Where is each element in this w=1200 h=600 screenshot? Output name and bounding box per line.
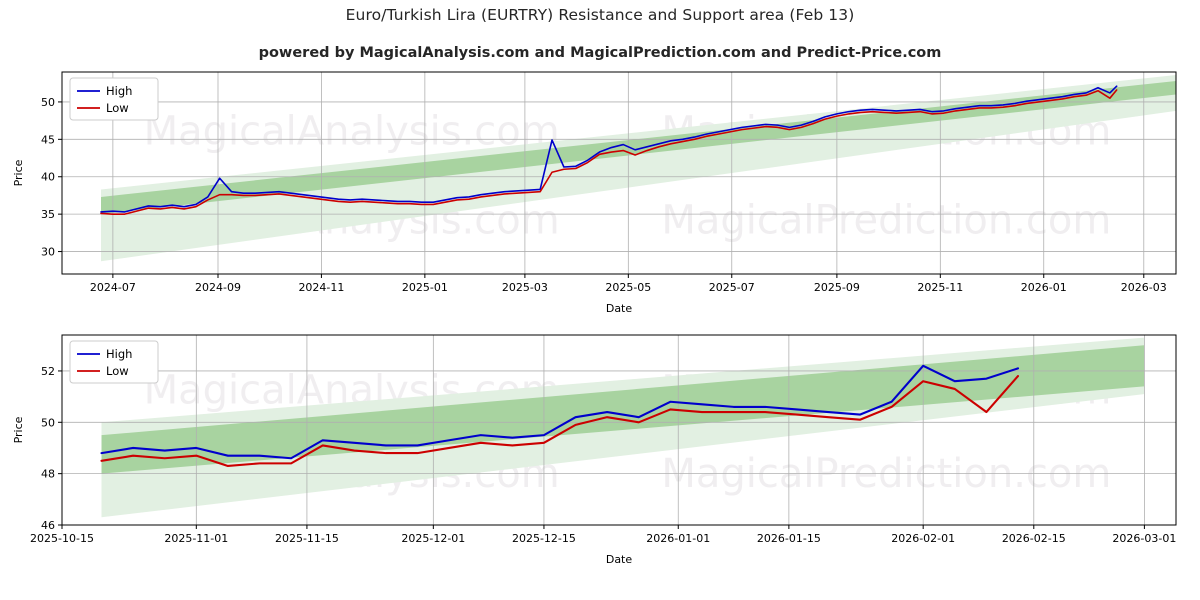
xtick-label: 2025-12-01	[401, 532, 465, 545]
xtick-label: 2024-07	[90, 281, 136, 294]
legend-label-low: Low	[106, 364, 129, 378]
xtick-label: 2025-03	[502, 281, 548, 294]
xtick-label: 2026-02-15	[1002, 532, 1066, 545]
ytick-label: 50	[41, 416, 55, 429]
xtick-label: 2025-11-15	[275, 532, 339, 545]
xtick-label: 2026-01-01	[646, 532, 710, 545]
gridlines	[62, 72, 1176, 274]
series-line-low	[100, 375, 1020, 467]
legend-label-high: High	[106, 84, 132, 98]
legend: High Low	[69, 77, 159, 121]
xtick-label: 2025-11-01	[164, 532, 228, 545]
xtick-label: 2024-09	[195, 281, 241, 294]
xtick-label: 2026-03	[1121, 281, 1167, 294]
ytick-label: 45	[41, 133, 55, 146]
y-axis-label: Price	[12, 159, 25, 186]
x-axis-label: Date	[606, 553, 633, 566]
top-chart-panel: MagicalAnalysis.com MagicalPrediction.com…	[0, 62, 1200, 312]
page-title: Euro/Turkish Lira (EURTRY) Resistance an…	[345, 6, 855, 24]
series-group	[100, 364, 1020, 467]
legend-label-low: Low	[106, 101, 129, 115]
axis-ticks: 30 35 40 45 50 2024-07 2024-09 2024-11 2025-01 20…	[41, 96, 1167, 294]
xtick-label: 2025-01	[402, 281, 448, 294]
band-group	[101, 74, 1176, 262]
xtick-label: 2025-11	[917, 281, 963, 294]
xtick-label: 2026-02-01	[891, 532, 955, 545]
band-group	[101, 337, 1145, 518]
bottom-chart-panel: MagicalAnalysis.com MagicalPrediction.com…	[0, 325, 1200, 590]
top-chart-svg: MagicalAnalysis.com MagicalPrediction.com…	[12, 71, 1177, 312]
ytick-label: 46	[41, 519, 55, 532]
bottom-chart-svg: MagicalAnalysis.comMagicalPrediction.com…	[12, 334, 1177, 566]
watermark-right-lower: MagicalPrediction.com	[661, 198, 1111, 244]
x-axis-label: Date	[606, 302, 633, 312]
watermark-left: MagicalAnalysis.com	[144, 109, 560, 155]
xtick-label: 2025-05	[605, 281, 651, 294]
ytick-label: 40	[41, 171, 55, 184]
page-subtitle: powered by MagicalAnalysis.com and Magic…	[258, 45, 942, 61]
plot-frame	[61, 334, 1177, 526]
ytick-label: 52	[41, 365, 55, 378]
xtick-label: 2026-01-15	[757, 532, 821, 545]
xtick-label: 2024-11	[298, 281, 344, 294]
xtick-label: 2025-10-15	[30, 532, 94, 545]
legend: High Low	[69, 340, 159, 384]
plot-frame	[61, 71, 1177, 275]
xtick-label: 2025-12-15	[512, 532, 576, 545]
xtick-label: 2025-07	[709, 281, 755, 294]
ytick-label: 50	[41, 96, 55, 109]
y-axis-label: Price	[12, 416, 25, 443]
series-line-high	[100, 85, 1118, 213]
legend-label-high: High	[106, 347, 132, 361]
xtick-label: 2025-09	[814, 281, 860, 294]
series-line-low	[100, 89, 1118, 215]
xtick-label: 2026-03-01	[1112, 532, 1176, 545]
legend-box	[69, 77, 159, 121]
legend-box	[69, 340, 159, 384]
inner-support-resistance-band	[101, 345, 1145, 474]
inner-support-resistance-band	[101, 80, 1176, 215]
ytick-label: 30	[41, 246, 55, 259]
xtick-label: 2026-01	[1021, 281, 1067, 294]
axis-ticks: 46 48 50 52 2025-10-15 2025-11-01 2025-11-15 20…	[30, 365, 1176, 545]
ytick-label: 48	[41, 468, 55, 481]
series-group	[100, 85, 1118, 215]
ytick-label: 35	[41, 208, 55, 221]
series-line-high	[100, 364, 1020, 460]
